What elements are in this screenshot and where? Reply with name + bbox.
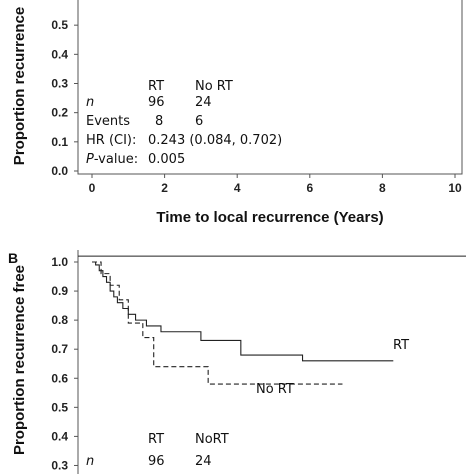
a-p-label: P-value: <box>86 152 138 167</box>
panel-a-x-tick-label: 10 <box>448 181 462 195</box>
panel-a-y-tick-label: 0.6 <box>51 0 68 3</box>
b-series-label-rt: RT <box>393 338 409 353</box>
panel-a-plot-frame <box>77 0 463 175</box>
b-head-rt: RT <box>148 432 164 447</box>
a-hr-value: 0.243 (0.084, 0.702) <box>148 133 282 148</box>
a-events-rt: 8 <box>155 114 163 129</box>
series-line-rt <box>92 261 394 362</box>
panel-a-x-axis-title: Time to local recurrence (Years) <box>156 209 383 226</box>
series-line-no-rt <box>92 261 343 385</box>
panel-b-label: B <box>8 250 18 266</box>
a-hr-label: HR (CI): <box>86 133 136 148</box>
panel-b-y-tick-label: 0.4 <box>51 429 68 443</box>
panel-a-x-tick-label: 6 <box>306 181 313 195</box>
panel-a-y-tick-label: 0.4 <box>51 47 68 61</box>
panel-b-y-tick-label: 1.0 <box>51 255 68 269</box>
panel-a-stats-table: RT No RT n 96 24 Events 8 6 HR (CI): 0.2… <box>86 79 282 167</box>
a-n-rt: 96 <box>148 95 165 110</box>
panel-a-y-tick-label: 0.5 <box>51 18 68 32</box>
panel-b-y-tick-label: 0.5 <box>51 400 68 414</box>
b-n-label: n <box>86 454 94 469</box>
panel-b-y-tick-label: 0.8 <box>51 313 68 327</box>
panel-a-y-tick-label: 0.2 <box>51 106 68 120</box>
panel-a-x-tick-label: 0 <box>89 181 96 195</box>
b-head-nort: NoRT <box>195 432 229 447</box>
panel-a-y-tick-label: 0.3 <box>51 77 68 91</box>
b-series-label-nort: No RT <box>256 382 294 397</box>
a-p-label-rest: -value: <box>94 152 138 167</box>
panel-b-series <box>78 255 466 385</box>
panel-a-x-tick-label: 2 <box>161 181 168 195</box>
panel-b-y-ticks: 1.0 0.9 0.8 0.7 0.6 0.5 0.4 0.3 <box>51 255 78 472</box>
a-n-nort: 24 <box>195 95 212 110</box>
panel-a-y-axis-title: Proportion recurrence <box>11 7 28 165</box>
a-p-label-italic: P <box>86 152 94 167</box>
panel-b-y-tick-label: 0.7 <box>51 342 68 356</box>
panel-a-y-ticks: 0.0 0.1 0.2 0.3 0.4 0.5 0.6 <box>51 0 78 178</box>
panel-a-x-tick-label: 4 <box>234 181 241 195</box>
a-events-label: Events <box>86 114 130 129</box>
panel-a-y-tick-label: 0.0 <box>51 164 68 178</box>
panel-b-y-axis-title: Proportion recurrence free <box>11 265 28 455</box>
panel-b: B 1.0 0.9 0.8 0.7 0.6 0.5 0.4 0.3 Proportion re… <box>8 250 466 474</box>
panel-a-y-tick-label: 0.1 <box>51 135 68 149</box>
a-events-nort: 6 <box>195 114 203 129</box>
panel-b-y-tick-label: 0.3 <box>51 458 68 472</box>
a-head-nort: No RT <box>195 79 233 94</box>
panel-b-y-tick-label: 0.9 <box>51 284 68 298</box>
panel-b-y-tick-label: 0.6 <box>51 371 68 385</box>
panel-b-stats-table: RT NoRT n 96 24 <box>86 432 229 469</box>
panel-a-x-ticks: 0 2 4 6 8 10 <box>89 174 462 195</box>
panel-a-x-tick-label: 8 <box>379 181 386 195</box>
b-n-rt: 96 <box>148 454 165 469</box>
b-n-nort: 24 <box>195 454 212 469</box>
a-p-value: 0.005 <box>148 152 185 167</box>
a-head-rt: RT <box>148 79 164 94</box>
a-n-label: n <box>86 95 94 110</box>
